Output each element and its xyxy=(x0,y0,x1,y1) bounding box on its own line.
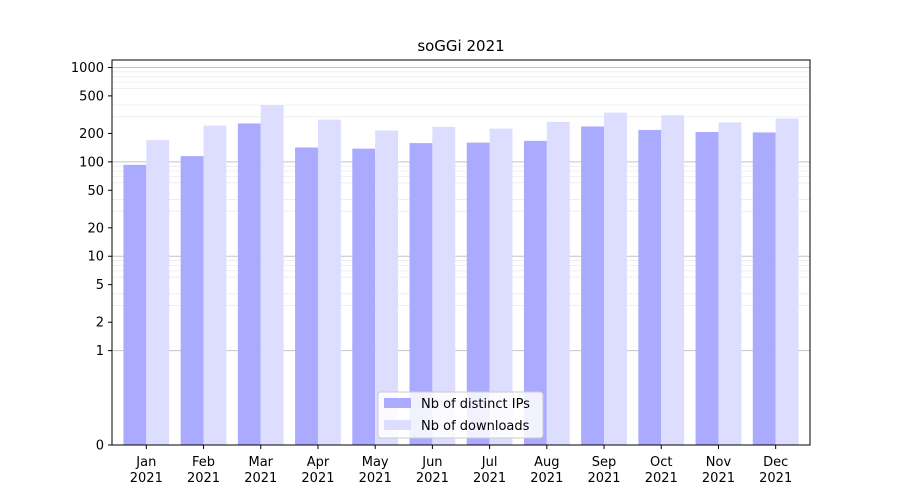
x-tick-label: Jun 2021 xyxy=(416,455,449,486)
x-tick-label: Feb 2021 xyxy=(187,455,220,486)
x-tick-label: Apr 2021 xyxy=(301,455,334,486)
bar-distinct-ips xyxy=(295,147,318,445)
bar-downloads xyxy=(203,125,227,445)
x-axis: Jan 2021 Feb 2021 Mar 2021 Apr 2021 May 2021 Jun 20… xyxy=(130,445,792,486)
legend: Nb of distinct IPs Nb of downloads xyxy=(377,391,544,439)
y-tick-label: 100 xyxy=(79,155,104,170)
bar-distinct-ips xyxy=(752,132,776,445)
bar-distinct-ips xyxy=(352,148,376,445)
y-tick-label: 200 xyxy=(79,127,104,142)
bar-downloads xyxy=(718,122,742,445)
x-tick-label: Oct 2021 xyxy=(645,455,678,486)
y-tick-label: 2 xyxy=(96,316,104,331)
x-tick-label: Dec 2021 xyxy=(759,455,792,486)
bar-downloads xyxy=(489,128,513,446)
bar-downloads xyxy=(604,112,627,445)
bar-downloads xyxy=(146,140,170,445)
y-tick-label: 10 xyxy=(87,250,104,265)
bar-distinct-ips xyxy=(466,142,490,445)
x-tick-label: Jan 2021 xyxy=(130,455,163,486)
x-tick-label: Aug 2021 xyxy=(530,455,563,486)
bar-distinct-ips xyxy=(523,140,547,445)
x-tick-label: May 2021 xyxy=(359,455,392,486)
bar-distinct-ips xyxy=(638,129,662,446)
chart-title: soGGi 2021 xyxy=(417,37,504,55)
x-tick-label: Nov 2021 xyxy=(702,455,735,486)
x-tick-label: Jul 2021 xyxy=(473,455,506,486)
legend-label-downloads: Nb of downloads xyxy=(421,419,530,434)
plot-frame xyxy=(111,59,811,446)
bar-distinct-ips xyxy=(180,156,204,446)
x-tick-label: Mar 2021 xyxy=(244,455,277,486)
bar-downloads xyxy=(317,119,341,445)
bar-downloads xyxy=(546,121,570,445)
y-axis: 0 1 2 5 10 20 50 100 200 500 1000 xyxy=(71,61,112,454)
y-tick-label: 5 xyxy=(96,278,104,293)
bar-distinct-ips xyxy=(409,143,433,445)
bar-distinct-ips xyxy=(581,126,605,445)
y-tick-label: 500 xyxy=(79,89,104,104)
bar-downloads xyxy=(260,105,284,446)
y-tick-label: 20 xyxy=(87,221,104,236)
y-tick-label: 1000 xyxy=(71,61,104,76)
y-tick-label: 1 xyxy=(96,344,104,359)
bar-distinct-ips xyxy=(237,123,261,446)
legend-box xyxy=(377,391,544,439)
y-tick-label: 50 xyxy=(87,184,104,199)
grid-lines xyxy=(112,66,810,352)
bar-distinct-ips xyxy=(123,164,147,445)
bar-downloads xyxy=(775,118,799,445)
x-tick-label: Sep 2021 xyxy=(587,455,620,486)
bar-downloads xyxy=(661,115,685,446)
legend-swatch-distinct-ips xyxy=(384,398,411,408)
bars xyxy=(123,105,799,446)
bar-distinct-ips xyxy=(695,132,719,445)
legend-swatch-downloads xyxy=(384,420,411,430)
bar-downloads xyxy=(432,126,456,445)
legend-label-distinct-ips: Nb of distinct IPs xyxy=(421,397,530,412)
y-tick-label: 0 xyxy=(96,439,104,454)
bar-downloads xyxy=(375,130,399,446)
